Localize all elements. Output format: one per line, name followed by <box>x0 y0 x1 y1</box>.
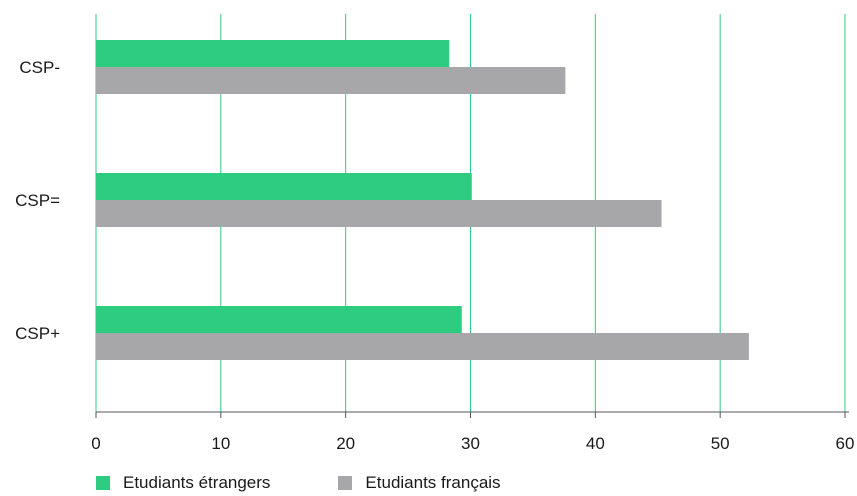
x-tick-label: 60 <box>836 434 855 453</box>
legend-swatch-series-2 <box>338 476 353 490</box>
legend-label-series-1: Etudiants étrangers <box>123 473 271 492</box>
legend-swatch-series-1 <box>96 476 110 490</box>
bar-chart-plot: CSP- CSP= CSP+ 0 10 20 30 40 50 60 <box>15 14 855 453</box>
legend-label-series-2: Etudiants français <box>365 473 501 492</box>
bar-CSP-series-2 <box>96 67 566 94</box>
x-tick-label: 40 <box>586 434 605 453</box>
x-tick-label: 0 <box>91 434 100 453</box>
category-label: CSP= <box>15 191 60 210</box>
x-tick-label: 20 <box>336 434 355 453</box>
bar-CSP-series-1 <box>96 173 472 200</box>
bar-CSP-series-2 <box>96 333 749 360</box>
legend-item-series-2: Etudiants français <box>338 473 501 493</box>
legend: Etudiants étrangers Etudiants français <box>96 470 569 496</box>
x-tick-label: 50 <box>711 434 730 453</box>
legend-item-series-1: Etudiants étrangers <box>96 473 270 493</box>
category-label: CSP+ <box>15 324 60 343</box>
bar-CSP-series-1 <box>96 306 462 333</box>
category-label: CSP- <box>19 58 60 77</box>
x-tick-label: 10 <box>211 434 230 453</box>
bar-CSP-series-2 <box>96 200 662 227</box>
bar-CSP-series-1 <box>96 40 450 67</box>
x-tick-label: 30 <box>461 434 480 453</box>
